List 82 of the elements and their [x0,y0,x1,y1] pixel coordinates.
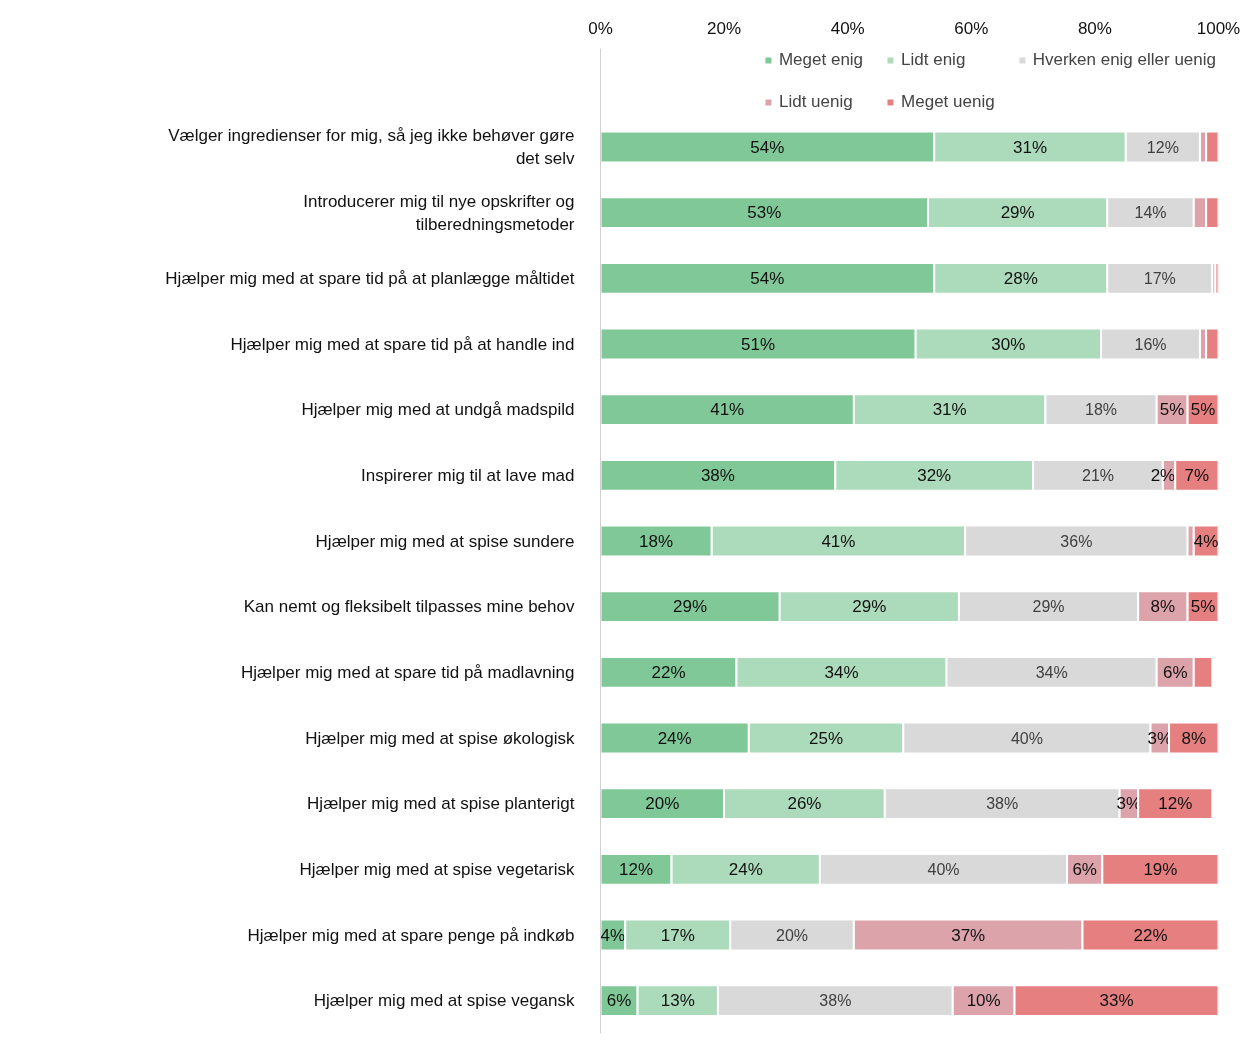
data-label: 17% [660,925,695,945]
data-label: 51% [741,334,776,354]
data-label: 38% [700,465,735,485]
data-label: 54% [750,137,785,157]
data-label: 16% [1134,335,1167,353]
data-label: 32% [917,465,952,485]
data-label: 30% [991,334,1026,354]
x-tick-label: 40% [830,18,865,38]
data-label: 25% [809,728,844,748]
data-label: 40% [1010,729,1043,747]
data-label: 38% [819,992,852,1010]
data-label: 24% [728,859,763,879]
data-label: 34% [1035,663,1068,681]
legend-label: Meget uenig [901,92,995,112]
y-tick-label: Hjælper mig med at spise vegetarisk [299,859,575,879]
data-label: 20% [645,794,680,814]
data-label: 29% [1000,203,1035,223]
x-tick-label: 0% [588,18,613,38]
data-label: 22% [1133,925,1168,945]
x-tick-label: 100% [1196,18,1241,38]
data-label: 26% [787,794,822,814]
data-label: 21% [1081,466,1115,484]
data-label: 31% [1013,137,1048,157]
data-label: 54% [750,268,785,288]
y-tick-label: Hjælper mig med at spise vegansk [313,991,575,1011]
y-tick-label: Introducerer mig til nye opskrifter og tilberedningsmetoder [303,191,575,234]
y-tick-label: Hjælper mig med at spise planterigt [307,794,575,814]
legend-label: Hverken enig eller uenig [1032,50,1216,70]
data-label: 20% [776,926,809,944]
data-label: 5% [1159,400,1185,420]
data-label: 29% [673,597,708,617]
data-label: 36% [1060,532,1093,550]
data-label: 4% [1193,531,1219,551]
y-tick-label: Inspirerer mig til at lave mad [360,465,575,485]
legend-label: Lidt uenig [778,92,853,112]
data-label: 6% [606,991,632,1011]
y-tick-label: Hjælper mig med at spare penge på indkøb [247,925,575,945]
data-label: 12% [619,859,654,879]
y-tick-label: Hjælper mig med at spare tid på at planlægge måltidet [165,268,575,288]
y-tick-label: Kan nemt og fleksibelt tilpasses mine behov [243,597,575,617]
data-label: 29% [1032,598,1065,616]
data-label: 38% [986,795,1019,813]
data-label: 18% [1085,401,1118,419]
data-label: 2% [1150,465,1176,485]
y-tick-label: Hjælper mig med at spare tid på madlavning [240,662,575,682]
data-label: 19% [1143,859,1178,879]
data-label: 5% [1190,400,1216,420]
y-tick-label: Hjælper mig med at undgå madspild [301,400,575,420]
x-tick-label: 60% [954,18,989,38]
data-label: 14% [1134,204,1167,222]
data-label: 37% [951,925,986,945]
data-label: 12% [1146,138,1179,156]
data-label: 12% [1158,794,1193,814]
y-tick-label: Hjælper mig med at spise økologisk [305,728,575,748]
data-label: 40% [927,860,960,878]
x-tick-label: 80% [1077,18,1112,38]
y-tick-label: Vælger ingredienser for mig, så jeg ikke behøver gøre det selv [168,126,575,168]
data-label: 28% [1003,268,1038,288]
data-label: 6% [1162,662,1188,682]
data-label: 24% [657,728,692,748]
data-label: 41% [710,400,745,420]
data-label: 18% [639,531,674,551]
y-tick-label: Hjælper mig med at spise sundere [315,531,575,551]
data-label: 8% [1181,728,1207,748]
data-label: 29% [852,597,887,617]
data-label: 31% [932,400,967,420]
data-label: 7% [1184,465,1210,485]
x-tick-label: 20% [707,18,742,38]
data-label: 8% [1150,597,1176,617]
data-label: 22% [651,662,686,682]
y-tick-label: Hjælper mig med at spare tid på at handle ind [230,334,575,354]
data-label: 33% [1099,991,1134,1011]
data-label: 13% [660,991,695,1011]
data-label: 6% [1072,859,1097,879]
data-label: 41% [821,531,856,551]
data-label: 10% [966,991,1001,1011]
legend-label: Lidt enig [901,50,966,70]
data-label: 34% [824,662,859,682]
data-label: 17% [1143,269,1176,287]
data-label: 5% [1190,597,1216,617]
data-label: 53% [747,203,782,223]
legend-label: Meget enig [778,50,864,70]
